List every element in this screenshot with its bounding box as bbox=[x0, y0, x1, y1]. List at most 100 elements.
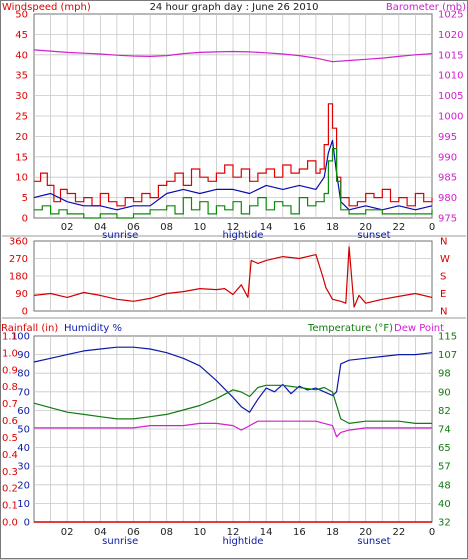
event-label: sunrise bbox=[102, 536, 138, 547]
y2-tick-label: 65 bbox=[438, 443, 451, 454]
rain-tick-label: 1.0 bbox=[2, 348, 18, 359]
y-tick-label: 10 bbox=[17, 499, 30, 510]
y-tick-label: 20 bbox=[15, 132, 28, 143]
rain-tick-label: 0.5 bbox=[2, 433, 18, 444]
time-tick-label: 02 bbox=[61, 527, 74, 538]
rain-tick-label: 0.6 bbox=[2, 416, 18, 427]
rain-tick-label: 1.1 bbox=[2, 332, 18, 343]
y2-tick-label: 990 bbox=[438, 152, 457, 163]
dewpoint-series bbox=[34, 420, 432, 438]
windspeed-label: Windspeed (mph) bbox=[2, 2, 91, 13]
rain-tick-label: 0.3 bbox=[2, 467, 18, 478]
y-tick-label: 40 bbox=[17, 443, 30, 454]
time-tick-label: 16 bbox=[293, 222, 306, 233]
y2-tick-label: W bbox=[440, 254, 450, 265]
y2-tick-label: 1010 bbox=[438, 71, 463, 82]
y-tick-label: 45 bbox=[15, 30, 28, 41]
y-tick-label: 360 bbox=[9, 237, 28, 248]
rain-tick-label: 0.1 bbox=[2, 501, 18, 512]
y-tick-label: 30 bbox=[15, 91, 28, 102]
time-tick-label: 20 bbox=[359, 527, 372, 538]
time-tick-label: 18 bbox=[326, 222, 339, 233]
barometer-series bbox=[33, 49, 433, 63]
barometer-label: Barometer (mb) bbox=[386, 2, 466, 13]
y2-tick-label: N bbox=[440, 307, 447, 318]
temperature-series bbox=[33, 384, 432, 424]
y2-tick-label: 1000 bbox=[438, 112, 463, 123]
y2-tick-label: 995 bbox=[438, 132, 457, 143]
time-tick-label: 10 bbox=[193, 527, 206, 538]
wind-gust-series bbox=[34, 103, 433, 207]
y2-tick-label: N bbox=[440, 237, 447, 248]
y-tick-label: 60 bbox=[17, 406, 30, 417]
y-tick-label: 90 bbox=[17, 350, 30, 361]
y2-tick-label: 40 bbox=[438, 499, 451, 510]
time-tick-label: 06 bbox=[127, 222, 140, 233]
rain-tick-label: 0.9 bbox=[2, 365, 18, 376]
y-tick-label: 35 bbox=[15, 71, 28, 82]
time-tick-label: 06 bbox=[127, 527, 140, 538]
y2-tick-label: 74 bbox=[438, 425, 451, 436]
rain-tick-label: 0.8 bbox=[2, 382, 18, 393]
humidity-series bbox=[33, 346, 433, 413]
y2-tick-label: 57 bbox=[438, 462, 451, 473]
event-label: sunset bbox=[357, 536, 390, 547]
y-tick-label: 10 bbox=[15, 173, 28, 184]
time-tick-label: 20 bbox=[359, 222, 372, 233]
y2-tick-label: 980 bbox=[438, 193, 457, 204]
y-tick-label: 30 bbox=[17, 462, 30, 473]
event-label: hightide bbox=[222, 536, 263, 547]
temperature-label: Temperature (°F) bbox=[307, 323, 393, 334]
y-tick-label: 0 bbox=[22, 307, 28, 318]
time-tick-label: 16 bbox=[293, 527, 306, 538]
time-tick-label: 0 bbox=[429, 527, 435, 538]
rain-tick-label: 0.7 bbox=[2, 399, 18, 410]
time-tick-label: 18 bbox=[326, 527, 339, 538]
y-tick-label: 40 bbox=[15, 50, 28, 61]
y-tick-label: 80 bbox=[17, 369, 30, 380]
time-tick-label: 08 bbox=[160, 222, 173, 233]
time-tick-label: 14 bbox=[260, 527, 273, 538]
time-tick-label: 04 bbox=[94, 527, 107, 538]
y2-tick-label: 90 bbox=[438, 387, 451, 398]
time-tick-label: 08 bbox=[160, 527, 173, 538]
y2-tick-label: E bbox=[440, 289, 446, 300]
event-label: sunrise bbox=[102, 230, 138, 241]
event-label: sunset bbox=[357, 230, 390, 241]
event-label: hightide bbox=[222, 230, 263, 241]
rain-tick-label: 0.2 bbox=[2, 484, 18, 495]
time-tick-label: 10 bbox=[193, 222, 206, 233]
time-tick-label: 04 bbox=[94, 222, 107, 233]
humidity-label: Humidity % bbox=[64, 323, 122, 334]
time-tick-label: 22 bbox=[392, 222, 405, 233]
time-tick-label: 02 bbox=[61, 222, 74, 233]
y2-tick-label: 1025 bbox=[438, 10, 463, 21]
y-tick-label: 180 bbox=[9, 272, 28, 283]
y-tick-label: 15 bbox=[15, 152, 28, 163]
y-tick-label: 70 bbox=[17, 387, 30, 398]
rainfall-label: Rainfall (in) bbox=[1, 323, 58, 334]
y2-tick-label: 1005 bbox=[438, 91, 463, 102]
y-tick-label: 50 bbox=[15, 10, 28, 21]
time-tick-label: 14 bbox=[260, 222, 273, 233]
y-tick-label: 20 bbox=[17, 480, 30, 491]
time-tick-label: 0 bbox=[429, 222, 435, 233]
y-tick-label: 0 bbox=[24, 518, 30, 529]
y-tick-label: 90 bbox=[15, 289, 28, 300]
time-tick-label: 12 bbox=[227, 222, 240, 233]
wind-min-series bbox=[34, 148, 433, 219]
rain-tick-label: 0.0 bbox=[2, 518, 18, 529]
wind-direction-series bbox=[33, 246, 433, 308]
y2-tick-label: S bbox=[440, 272, 446, 283]
y2-tick-label: 1015 bbox=[438, 50, 463, 61]
dewpoint-label: Dew Point bbox=[394, 323, 444, 334]
y2-tick-label: 32 bbox=[438, 518, 451, 529]
y2-tick-label: 107 bbox=[438, 350, 457, 361]
rain-tick-label: 0.4 bbox=[2, 450, 18, 461]
y2-tick-label: 985 bbox=[438, 173, 457, 184]
chart-title: 24 hour graph day : June 26 2010 bbox=[150, 2, 319, 13]
y2-tick-label: 98 bbox=[438, 369, 451, 380]
